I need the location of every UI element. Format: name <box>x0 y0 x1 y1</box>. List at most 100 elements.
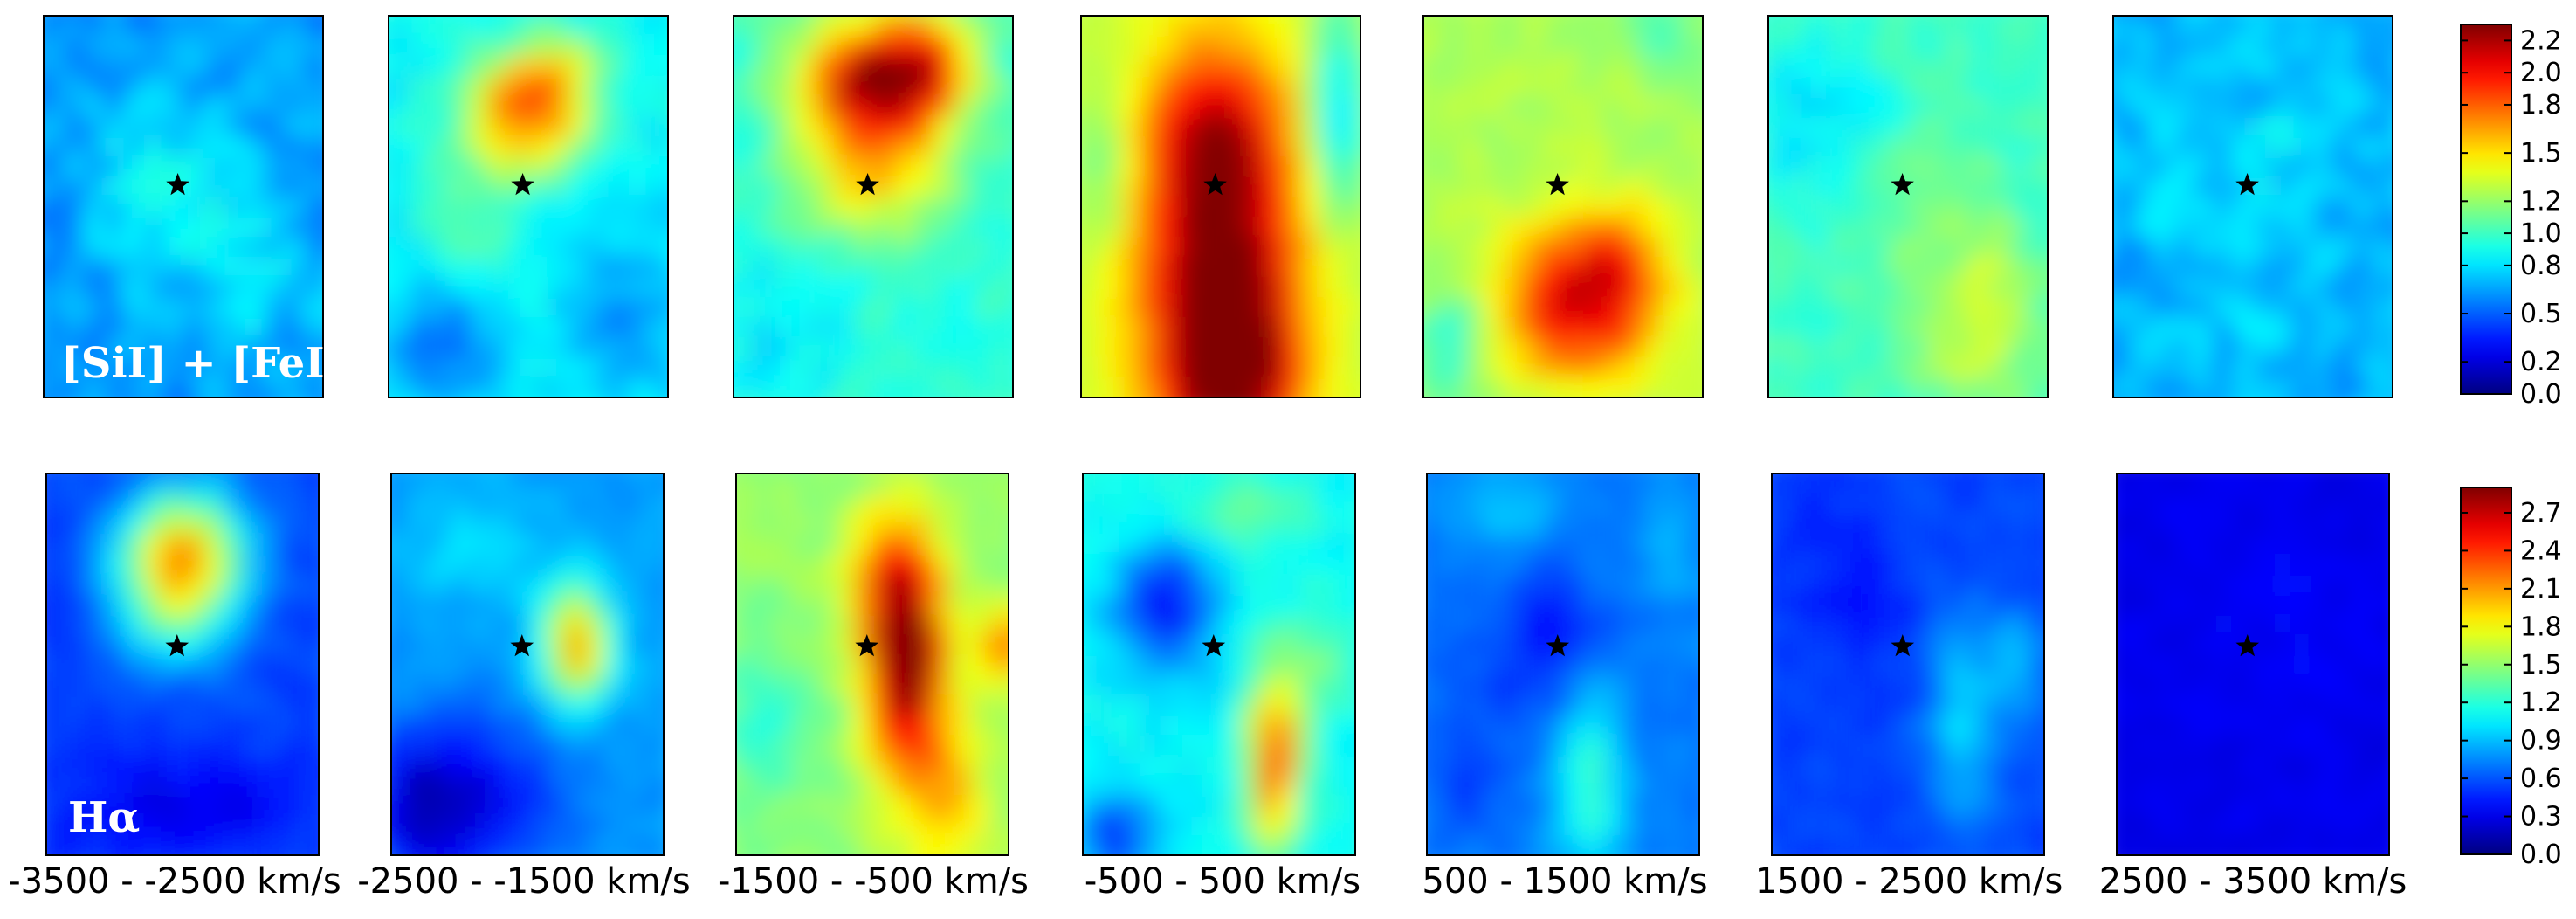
heatmap-cell <box>1423 116 1444 137</box>
heatmap-cell <box>1261 397 1282 418</box>
heatmap-cell <box>283 277 305 298</box>
heatmap-cell <box>1443 357 1464 378</box>
heatmap-cell <box>2233 357 2254 378</box>
heatmap-cell <box>223 277 245 298</box>
heatmap-cell <box>1946 494 1967 515</box>
heatmap-cell <box>608 237 630 258</box>
heatmap-cell <box>1335 755 1355 776</box>
heatmap-cell <box>2213 96 2235 117</box>
heatmap-cell <box>873 217 894 238</box>
heatmap-cell <box>1869 473 1890 494</box>
heatmap-cell <box>2373 297 2393 318</box>
heatmap-cell <box>2373 197 2393 218</box>
heatmap-cell <box>547 715 568 736</box>
heatmap-cell <box>1699 574 1719 595</box>
heatmap-panel <box>44 16 323 397</box>
heatmap-cell <box>1543 116 1564 137</box>
heatmap-cell <box>1888 257 1909 278</box>
heatmap-cell <box>1355 534 1375 555</box>
heatmap-cell <box>1427 514 1428 535</box>
heatmap-cell <box>2117 735 2138 756</box>
heatmap-cell <box>2311 614 2332 635</box>
heatmap-cell <box>1908 397 1929 418</box>
heatmap-cell <box>1181 197 1202 218</box>
heatmap-cell <box>319 715 339 736</box>
heatmap-cell <box>873 297 894 318</box>
heatmap-cell <box>950 494 971 515</box>
heatmap-cell <box>63 96 85 117</box>
heatmap-cell <box>624 694 645 715</box>
heatmap-cell <box>913 237 934 258</box>
heatmap-cell <box>644 634 664 655</box>
heatmap-cell <box>1679 795 1699 816</box>
heatmap-cell <box>2136 594 2157 615</box>
heatmap-cell <box>202 554 223 575</box>
heatmap-cell <box>1869 634 1890 655</box>
heatmap-cell <box>1888 36 1909 57</box>
heatmap-cell <box>2024 654 2044 675</box>
colorbar <box>2461 24 2511 394</box>
heatmap-cell <box>2352 96 2374 117</box>
heatmap-cell <box>1081 257 1082 278</box>
heatmap-cell <box>2272 176 2294 197</box>
heatmap-cell <box>969 574 990 595</box>
heatmap-cell <box>2194 815 2215 836</box>
panel-frame <box>1082 473 1356 856</box>
heatmap-cell <box>2393 136 2414 157</box>
heatmap-cell <box>775 674 796 695</box>
heatmap-cell <box>527 473 548 474</box>
heatmap-cell <box>814 574 835 595</box>
heatmap-cell <box>585 775 607 796</box>
heatmap-cell <box>430 594 451 615</box>
heatmap-cell <box>648 76 668 97</box>
heatmap-cell <box>2008 176 2029 197</box>
heatmap-cell <box>1335 815 1355 836</box>
heatmap-cell <box>1140 775 1162 796</box>
heatmap-cell <box>605 574 626 595</box>
heatmap-cell <box>279 755 300 776</box>
heatmap-cell <box>1465 715 1486 736</box>
heatmap-cell <box>65 594 86 615</box>
heatmap-cell <box>668 337 689 358</box>
heatmap-cell <box>449 594 471 615</box>
heatmap-cell <box>2113 297 2114 318</box>
heatmap-cell <box>528 237 549 258</box>
heatmap-cell <box>930 634 952 655</box>
heatmap-cell <box>1927 16 1949 17</box>
heatmap-cell <box>85 473 106 474</box>
heatmap-cell <box>2213 297 2235 318</box>
heatmap-cell <box>813 156 835 177</box>
heatmap-cell <box>2194 775 2215 796</box>
heatmap-cell <box>734 36 754 57</box>
heatmap-cell <box>1360 397 1381 418</box>
heatmap-cell <box>527 815 548 836</box>
heatmap-cell <box>1768 197 1789 218</box>
heatmap-cell <box>428 76 450 97</box>
heatmap-cell <box>44 116 65 137</box>
heatmap-cell <box>279 614 300 635</box>
heatmap-cell <box>1238 815 1259 836</box>
heatmap-cell <box>1161 217 1182 238</box>
heatmap-cell <box>813 16 835 17</box>
heatmap-cell <box>391 473 412 474</box>
heatmap-cell <box>163 76 184 97</box>
heatmap-cell <box>508 136 529 157</box>
heatmap-cell <box>2173 36 2194 57</box>
heatmap-cell <box>410 795 431 816</box>
heatmap-cell <box>1140 534 1162 555</box>
heatmap-cell <box>1100 16 1122 17</box>
heatmap-cell <box>508 277 529 298</box>
heatmap-cell <box>2373 217 2393 238</box>
heatmap-cell <box>1679 815 1699 836</box>
heatmap-cell <box>1257 473 1278 474</box>
heatmap-cell <box>1808 297 1829 318</box>
heatmap-cell <box>1622 257 1644 278</box>
heatmap-cell <box>814 594 835 615</box>
heatmap-cell <box>488 815 509 836</box>
heatmap-cell <box>793 136 815 157</box>
heatmap-cell <box>969 775 990 796</box>
heatmap-cell <box>389 357 410 378</box>
heatmap-cell <box>736 554 737 575</box>
heatmap-cell <box>1703 16 1724 37</box>
heatmap-cell <box>299 715 319 736</box>
